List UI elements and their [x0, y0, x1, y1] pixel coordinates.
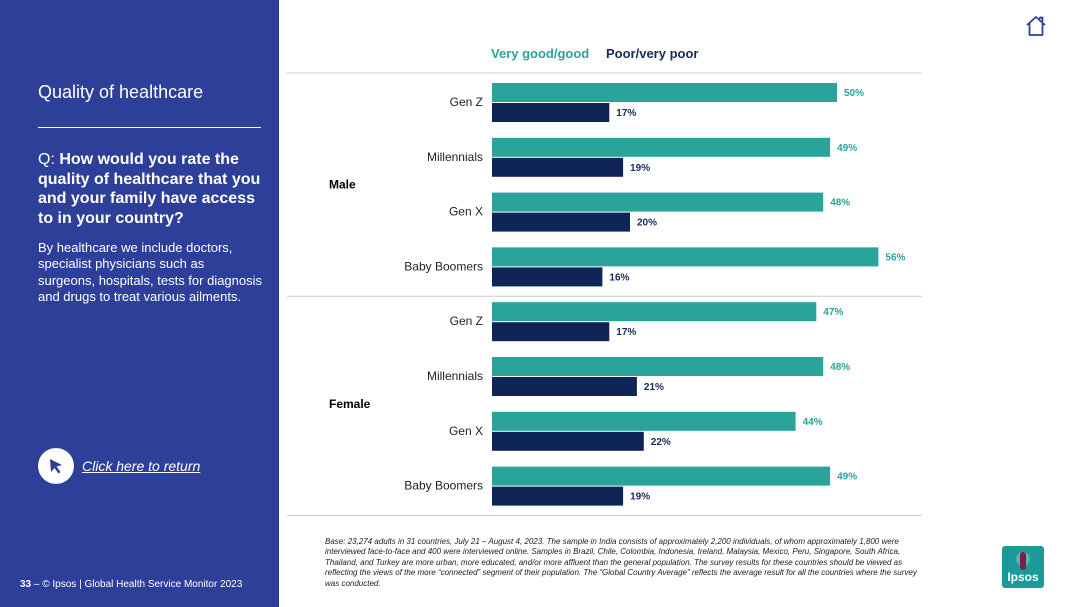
- home-icon[interactable]: [1024, 14, 1048, 38]
- data-label-very-good: 50%: [844, 88, 864, 99]
- bar-poor: [492, 431, 644, 451]
- bar-poor: [492, 212, 630, 232]
- bar-very-good: [492, 302, 817, 322]
- category-label: Millennials: [427, 150, 483, 164]
- category-label: Baby Boomers: [404, 259, 483, 273]
- survey-question: Q: How would you rate the quality of hea…: [38, 150, 263, 228]
- healthcare-definition: By healthcare we include doctors, specia…: [38, 240, 263, 304]
- logo-text: Ipsos: [1007, 570, 1039, 584]
- legend-poor: Poor/very poor: [606, 46, 699, 61]
- logo-mark-icon: [1016, 552, 1030, 570]
- data-label-very-good: 48%: [830, 362, 850, 373]
- bar-poor: [492, 103, 610, 122]
- bar-poor: [492, 322, 610, 342]
- data-label-very-good: 49%: [837, 143, 857, 154]
- group-label: Female: [329, 397, 371, 411]
- group-label: Male: [329, 178, 356, 192]
- data-label-poor: 17%: [616, 327, 636, 338]
- data-label-poor: 21%: [644, 382, 664, 393]
- sidebar-panel: Quality of healthcare Q: How would you r…: [0, 0, 279, 607]
- data-label-poor: 20%: [637, 218, 657, 229]
- ipsos-logo: Ipsos: [1002, 546, 1044, 588]
- category-label: Gen Z: [450, 314, 483, 328]
- footer: 33 – © Ipsos | Global Health Service Mon…: [20, 579, 242, 590]
- bar-poor: [492, 157, 624, 177]
- data-label-very-good: 48%: [830, 198, 850, 209]
- question-text: How would you rate the quality of health…: [38, 151, 261, 227]
- bar-very-good: [492, 137, 831, 157]
- data-label-very-good: 47%: [823, 307, 843, 318]
- data-label-poor: 16%: [609, 272, 629, 283]
- bar-very-good: [492, 411, 796, 431]
- bar-very-good: [492, 466, 831, 486]
- data-label-poor: 17%: [616, 108, 636, 119]
- page-title: Quality of healthcare: [38, 82, 204, 102]
- category-label: Gen Z: [450, 95, 483, 109]
- legend-very-good: Very good/good: [491, 46, 590, 61]
- return-button[interactable]: [38, 448, 74, 484]
- bar-poor: [492, 377, 637, 396]
- category-label: Millennials: [427, 369, 483, 383]
- bar-very-good: [492, 192, 824, 212]
- footer-text: – © Ipsos | Global Health Service Monito…: [31, 579, 243, 590]
- category-label: Gen X: [449, 424, 483, 438]
- category-label: Gen X: [449, 205, 483, 219]
- page-number: 33: [20, 579, 32, 590]
- question-prefix: Q:: [38, 151, 60, 168]
- data-label-poor: 22%: [651, 437, 671, 448]
- cursor-icon: [50, 459, 62, 474]
- bar-very-good: [492, 247, 879, 267]
- data-label-poor: 19%: [630, 163, 650, 174]
- bar-very-good: [492, 357, 824, 376]
- bar-very-good: [492, 83, 837, 102]
- data-label-very-good: 44%: [803, 417, 823, 428]
- category-label: Baby Boomers: [404, 479, 483, 493]
- divider: [38, 127, 261, 128]
- data-label-very-good: 56%: [885, 252, 905, 263]
- data-label-poor: 19%: [630, 492, 650, 503]
- bar-poor: [492, 486, 624, 506]
- base-note: Base: 23,274 adults in 31 countries, Jul…: [325, 537, 917, 588]
- data-label-very-good: 49%: [837, 472, 857, 483]
- bar-poor: [492, 267, 603, 287]
- return-link[interactable]: Click here to return: [82, 458, 201, 474]
